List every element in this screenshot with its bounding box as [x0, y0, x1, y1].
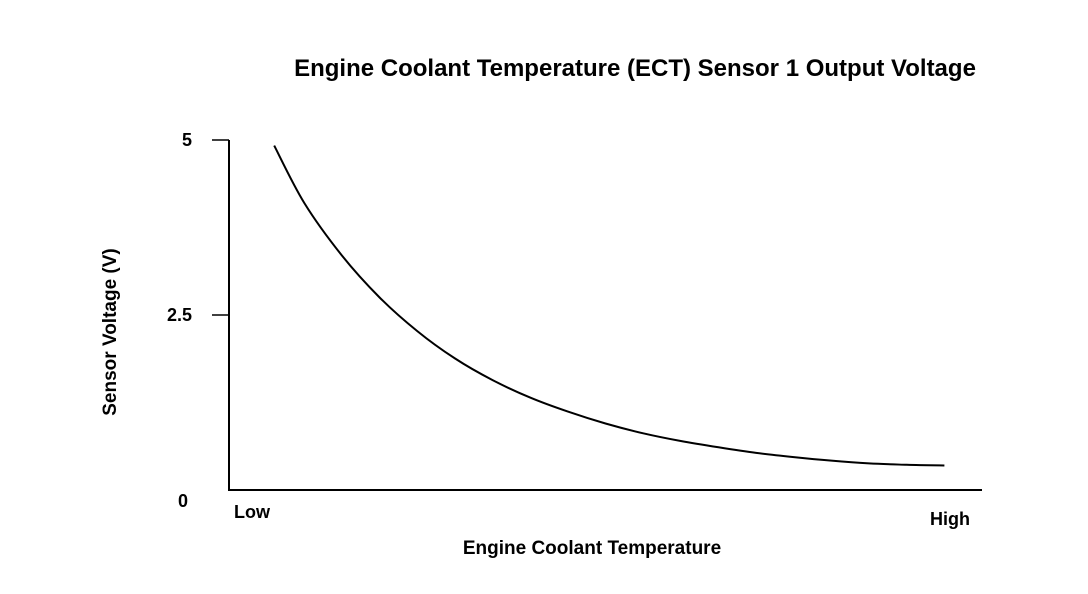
x-tick-label-low: Low — [234, 502, 271, 522]
y-axis-ticks: 02.55 — [167, 130, 229, 511]
y-tick-label: 0 — [178, 491, 188, 511]
x-axis-label: Engine Coolant Temperature — [463, 538, 721, 559]
series-line — [273, 145, 945, 467]
x-tick-label-high: High — [930, 509, 970, 529]
y-axis-label: Sensor Voltage (V) — [100, 248, 121, 416]
y-tick-label: 5 — [182, 130, 192, 150]
y-tick-label: 2.5 — [167, 305, 192, 325]
x-axis-ticks: Low High — [234, 502, 970, 529]
chart-title: Engine Coolant Temperature (ECT) Sensor … — [294, 55, 976, 82]
